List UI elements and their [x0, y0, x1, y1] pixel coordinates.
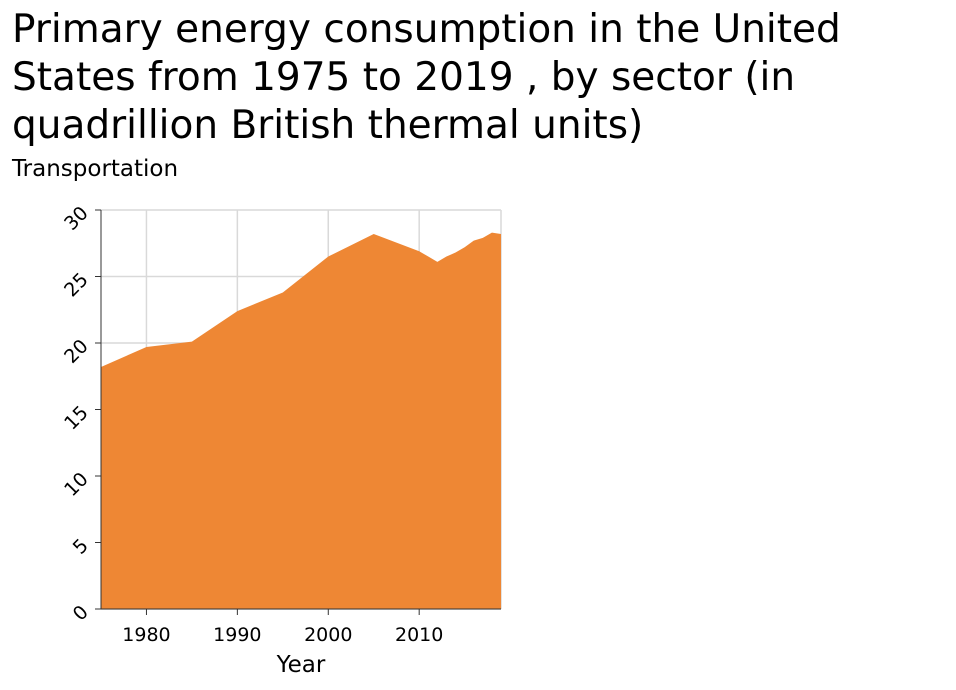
- area-series: [101, 232, 501, 610]
- y-tick-label: 25: [60, 269, 93, 302]
- chart-subtitle: Transportation: [12, 156, 179, 182]
- x-tick-label: 2010: [395, 624, 443, 646]
- y-tick-label: 20: [60, 335, 93, 368]
- x-tick-labels: 1980 1990 2000 2010: [122, 609, 443, 646]
- chart-title: Primary energy consumption in the United…: [12, 7, 841, 148]
- x-tick-label: 2000: [304, 624, 352, 646]
- y-tick-label: 15: [60, 402, 93, 435]
- x-tick-label: 1980: [122, 624, 170, 646]
- x-tick-label: 1990: [213, 624, 261, 646]
- x-axis-title: Year: [276, 652, 326, 678]
- y-tick-label: 5: [69, 535, 93, 559]
- y-tick-labels: 0 5 10 15 20 25 30: [60, 202, 101, 625]
- area-fill: [101, 232, 501, 610]
- y-tick-label: 0: [69, 601, 93, 625]
- y-tick-label: 10: [60, 468, 93, 501]
- y-tick-label: 30: [60, 202, 93, 235]
